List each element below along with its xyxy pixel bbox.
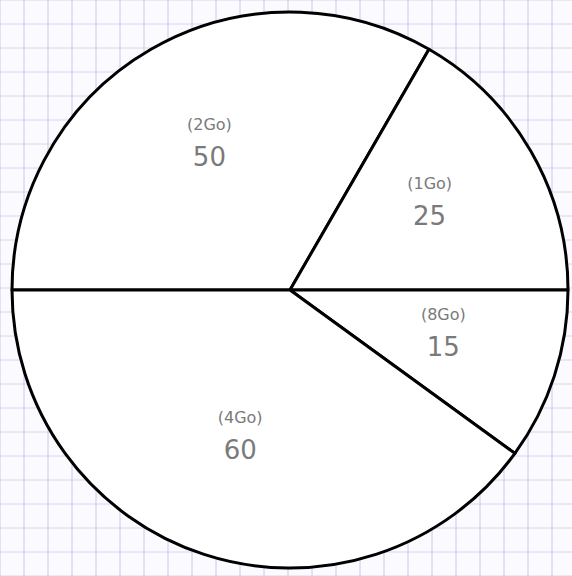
paper-line (0, 0, 572, 1)
data-label: 60 (224, 435, 257, 465)
labels: (2Go) 50 (1Go) 25 (8Go) 15 (4Go) 60 (187, 115, 466, 465)
paper (0, 0, 572, 576)
slice-category: (2Go) (187, 115, 232, 134)
data-label: 25 (413, 201, 446, 231)
pie-slice (12, 290, 515, 568)
pie-slice (290, 49, 568, 290)
slice-category: (4Go) (218, 408, 263, 427)
paper-grid (0, 0, 572, 576)
slice-category: (1Go) (407, 174, 452, 193)
chart-svg: (2Go) 50 (1Go) 25 (8Go) 15 (4Go) 60 (0, 0, 572, 576)
data-label: 15 (427, 332, 460, 362)
pie: (2Go) 50 (1Go) 25 (8Go) 15 (4Go) 60 (12, 12, 568, 568)
data-label: 50 (193, 142, 226, 172)
slice-category: (8Go) (421, 305, 466, 324)
